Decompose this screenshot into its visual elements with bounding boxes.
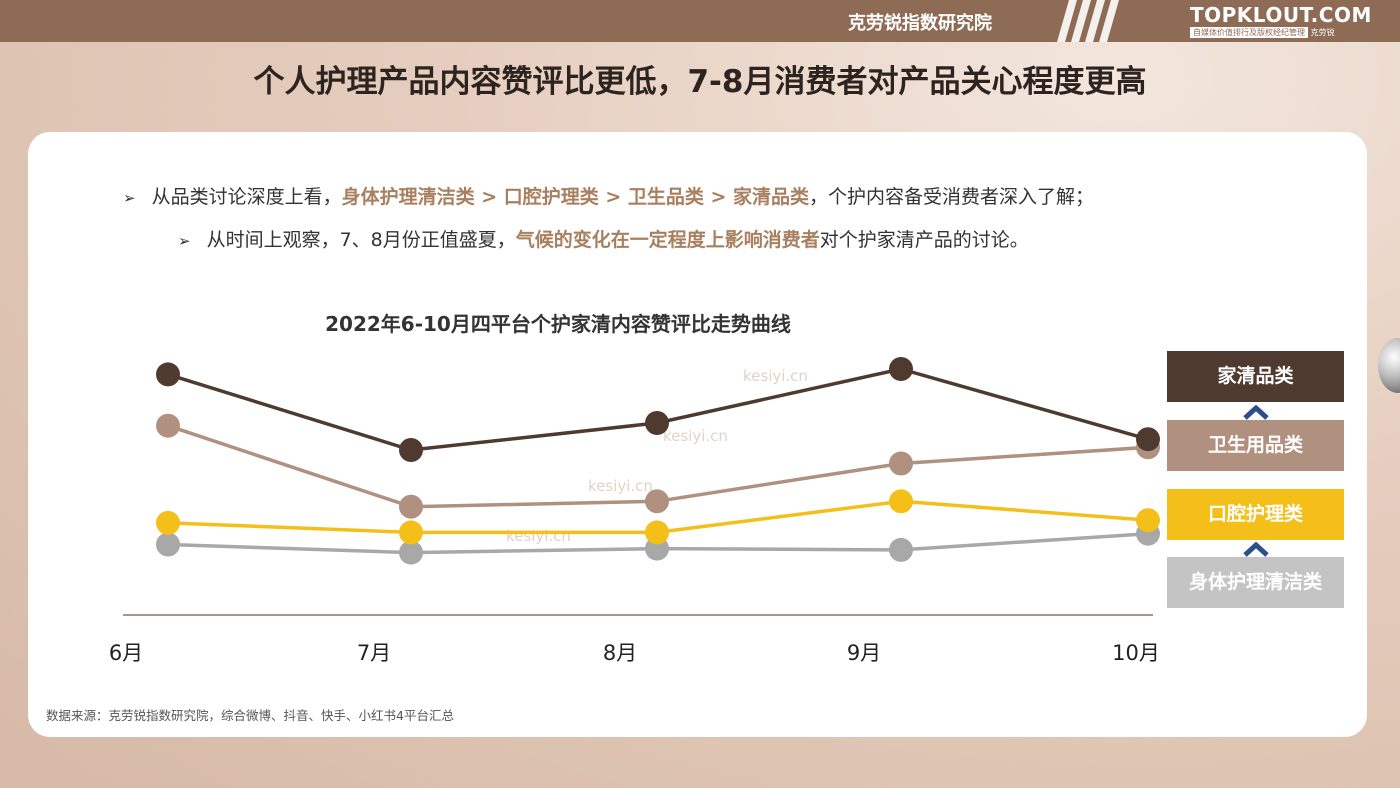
content-card: ➢ 从品类讨论深度上看，身体护理清洁类 > 口腔护理类 > 卫生品类 > 家清品类… <box>28 132 1367 737</box>
bullet-2: ➢ 从时间上观察，7、8月份正值盛夏，气候的变化在一定程度上影响消费者对个护家清产… <box>178 225 1029 252</box>
x-tick-label: 10月 <box>1112 641 1160 665</box>
brand-logo: TOPKLOUT.COM <box>1190 3 1372 27</box>
page-title: 个人护理产品内容赞评比更低，7-8月消费者对产品关心程度更高 <box>253 64 1147 100</box>
data-point <box>399 494 423 519</box>
bullet-2-before: 从时间上观察，7、8月份正值盛夏， <box>206 229 516 251</box>
bullet-1-before: 从品类讨论深度上看， <box>151 186 342 208</box>
watermark: kesiyi.cn <box>663 427 728 445</box>
line-chart: 6月 7月 8月 9月 10月 <box>109 357 1160 665</box>
x-tick-label: 6月 <box>109 641 143 665</box>
data-point <box>156 413 180 438</box>
bullet-arrow-icon: ➢ <box>123 189 136 207</box>
header-bar: 克劳锐指数研究院 TOPKLOUT.COM 自媒体价值排行及版权经纪管理 克劳锐 <box>0 0 1400 42</box>
data-point <box>156 532 180 557</box>
bullet-1-after: ，个护内容备受消费者深入了解； <box>809 186 1095 208</box>
data-point <box>1136 508 1160 533</box>
brand-logo-subtitle: 自媒体价值排行及版权经纪管理 克劳锐 <box>1190 27 1335 38</box>
bullet-1: ➢ 从品类讨论深度上看，身体护理清洁类 > 口腔护理类 > 卫生品类 > 家清品类… <box>123 182 1094 209</box>
data-point <box>889 451 913 476</box>
data-point <box>399 540 423 565</box>
data-point <box>645 489 669 514</box>
chevron-up-icon <box>1243 541 1269 557</box>
series-line-0 <box>167 367 1149 452</box>
data-source-note: 数据来源：克劳锐指数研究院，综合微博、抖音、快手、小红书4平台汇总 <box>46 708 454 723</box>
watermark: kesiyi.cn <box>588 477 653 495</box>
legend-item-jiaqing: 家清品类 <box>1167 351 1344 402</box>
chevron-up-icon <box>1243 404 1269 420</box>
legend-item-kouqiang: 口腔护理类 <box>1167 489 1344 540</box>
x-tick-label: 8月 <box>603 641 637 665</box>
data-point <box>645 411 669 435</box>
data-point <box>645 520 669 545</box>
chart-title: 2022年6-10月四平台个护家清内容赞评比走势曲线 <box>325 312 791 336</box>
data-point <box>399 438 423 462</box>
data-point <box>889 537 913 562</box>
org-name: 克劳锐指数研究院 <box>848 13 992 34</box>
data-point <box>889 357 913 381</box>
data-point <box>399 520 423 545</box>
data-point <box>1136 427 1160 452</box>
data-point <box>156 510 180 535</box>
data-point <box>156 362 180 387</box>
watermark: kesiyi.cn <box>743 367 808 385</box>
data-point <box>889 489 913 514</box>
legend-item-shenti: 身体护理清洁类 <box>1167 557 1344 608</box>
brand-logo-tagline: 自媒体价值排行及版权经纪管理 <box>1190 27 1308 38</box>
legend-item-weisheng: 卫生用品类 <box>1167 420 1344 471</box>
stripes-decoration <box>1057 0 1119 42</box>
bullet-2-highlight: 气候的变化在一定程度上影响消费者 <box>515 229 820 251</box>
x-tick-label: 7月 <box>357 641 391 665</box>
bullet-2-after: 对个护家清产品的讨论。 <box>819 229 1029 251</box>
x-tick-label: 9月 <box>847 641 881 665</box>
pearl-decoration <box>1378 338 1400 393</box>
brand-logo-cn: 克劳锐 <box>1310 28 1335 37</box>
bullet-arrow-icon: ➢ <box>178 232 191 250</box>
bullet-1-highlight: 身体护理清洁类 > 口腔护理类 > 卫生品类 > 家清品类 <box>341 186 810 208</box>
